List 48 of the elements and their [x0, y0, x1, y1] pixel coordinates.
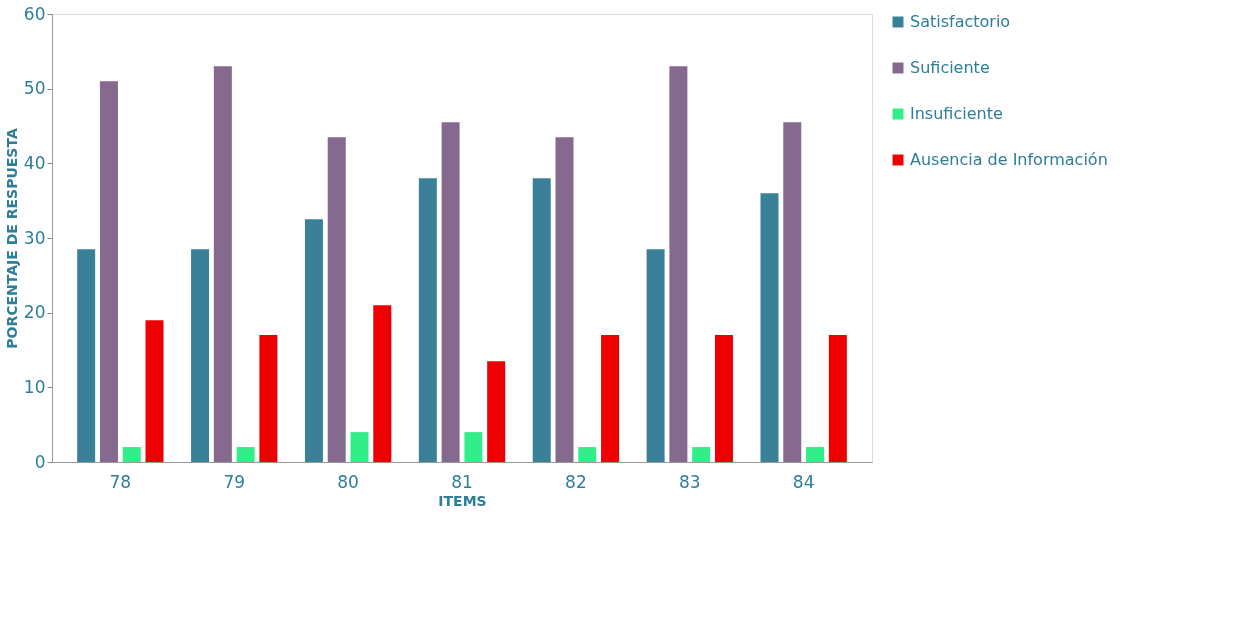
legend-label: Satisfactorio [910, 12, 1011, 31]
bar [77, 249, 96, 462]
bar [191, 249, 210, 462]
bar [646, 249, 665, 462]
bar [669, 66, 688, 462]
bar [373, 305, 392, 462]
bar [464, 432, 483, 462]
bar [418, 178, 437, 462]
y-tick-label: 60 [23, 3, 46, 24]
x-tick-label: 81 [451, 471, 473, 492]
bar [304, 219, 323, 462]
y-tick-label: 0 [34, 451, 46, 472]
x-tick-label: 80 [337, 471, 359, 492]
bar [601, 335, 620, 462]
bar [145, 320, 164, 462]
legend-label: Suficiente [910, 58, 990, 77]
x-tick-label: 82 [565, 471, 587, 492]
bar [555, 137, 574, 462]
x-tick-label: 84 [792, 471, 815, 492]
bar [783, 122, 802, 462]
y-tick-label: 10 [23, 376, 46, 397]
y-tick-label: 30 [23, 227, 46, 248]
bar [122, 447, 141, 462]
bar [760, 193, 779, 462]
x-tick-label: 79 [223, 471, 246, 492]
bar [350, 432, 369, 462]
bar [327, 137, 346, 462]
x-axis-title: ITEMS [438, 492, 487, 509]
bar [259, 335, 278, 462]
bar [714, 335, 733, 462]
legend-label: Ausencia de Información [910, 150, 1108, 169]
bar [441, 122, 460, 462]
y-tick-label: 20 [23, 302, 46, 323]
x-tick-label: 78 [109, 471, 132, 492]
bar [236, 447, 255, 462]
bar [487, 361, 506, 462]
bar [99, 81, 118, 462]
bar [578, 447, 597, 462]
y-tick-label: 40 [23, 152, 46, 173]
bar [692, 447, 711, 462]
bar [806, 447, 825, 462]
bar [532, 178, 551, 462]
y-tick-label: 50 [23, 78, 46, 99]
bar [828, 335, 847, 462]
y-axis-title: PORCENTAJE DE RESPUESTA [3, 128, 20, 349]
legend-label: Insuficiente [910, 104, 1003, 123]
bar [213, 66, 232, 462]
x-tick-label: 83 [678, 471, 701, 492]
